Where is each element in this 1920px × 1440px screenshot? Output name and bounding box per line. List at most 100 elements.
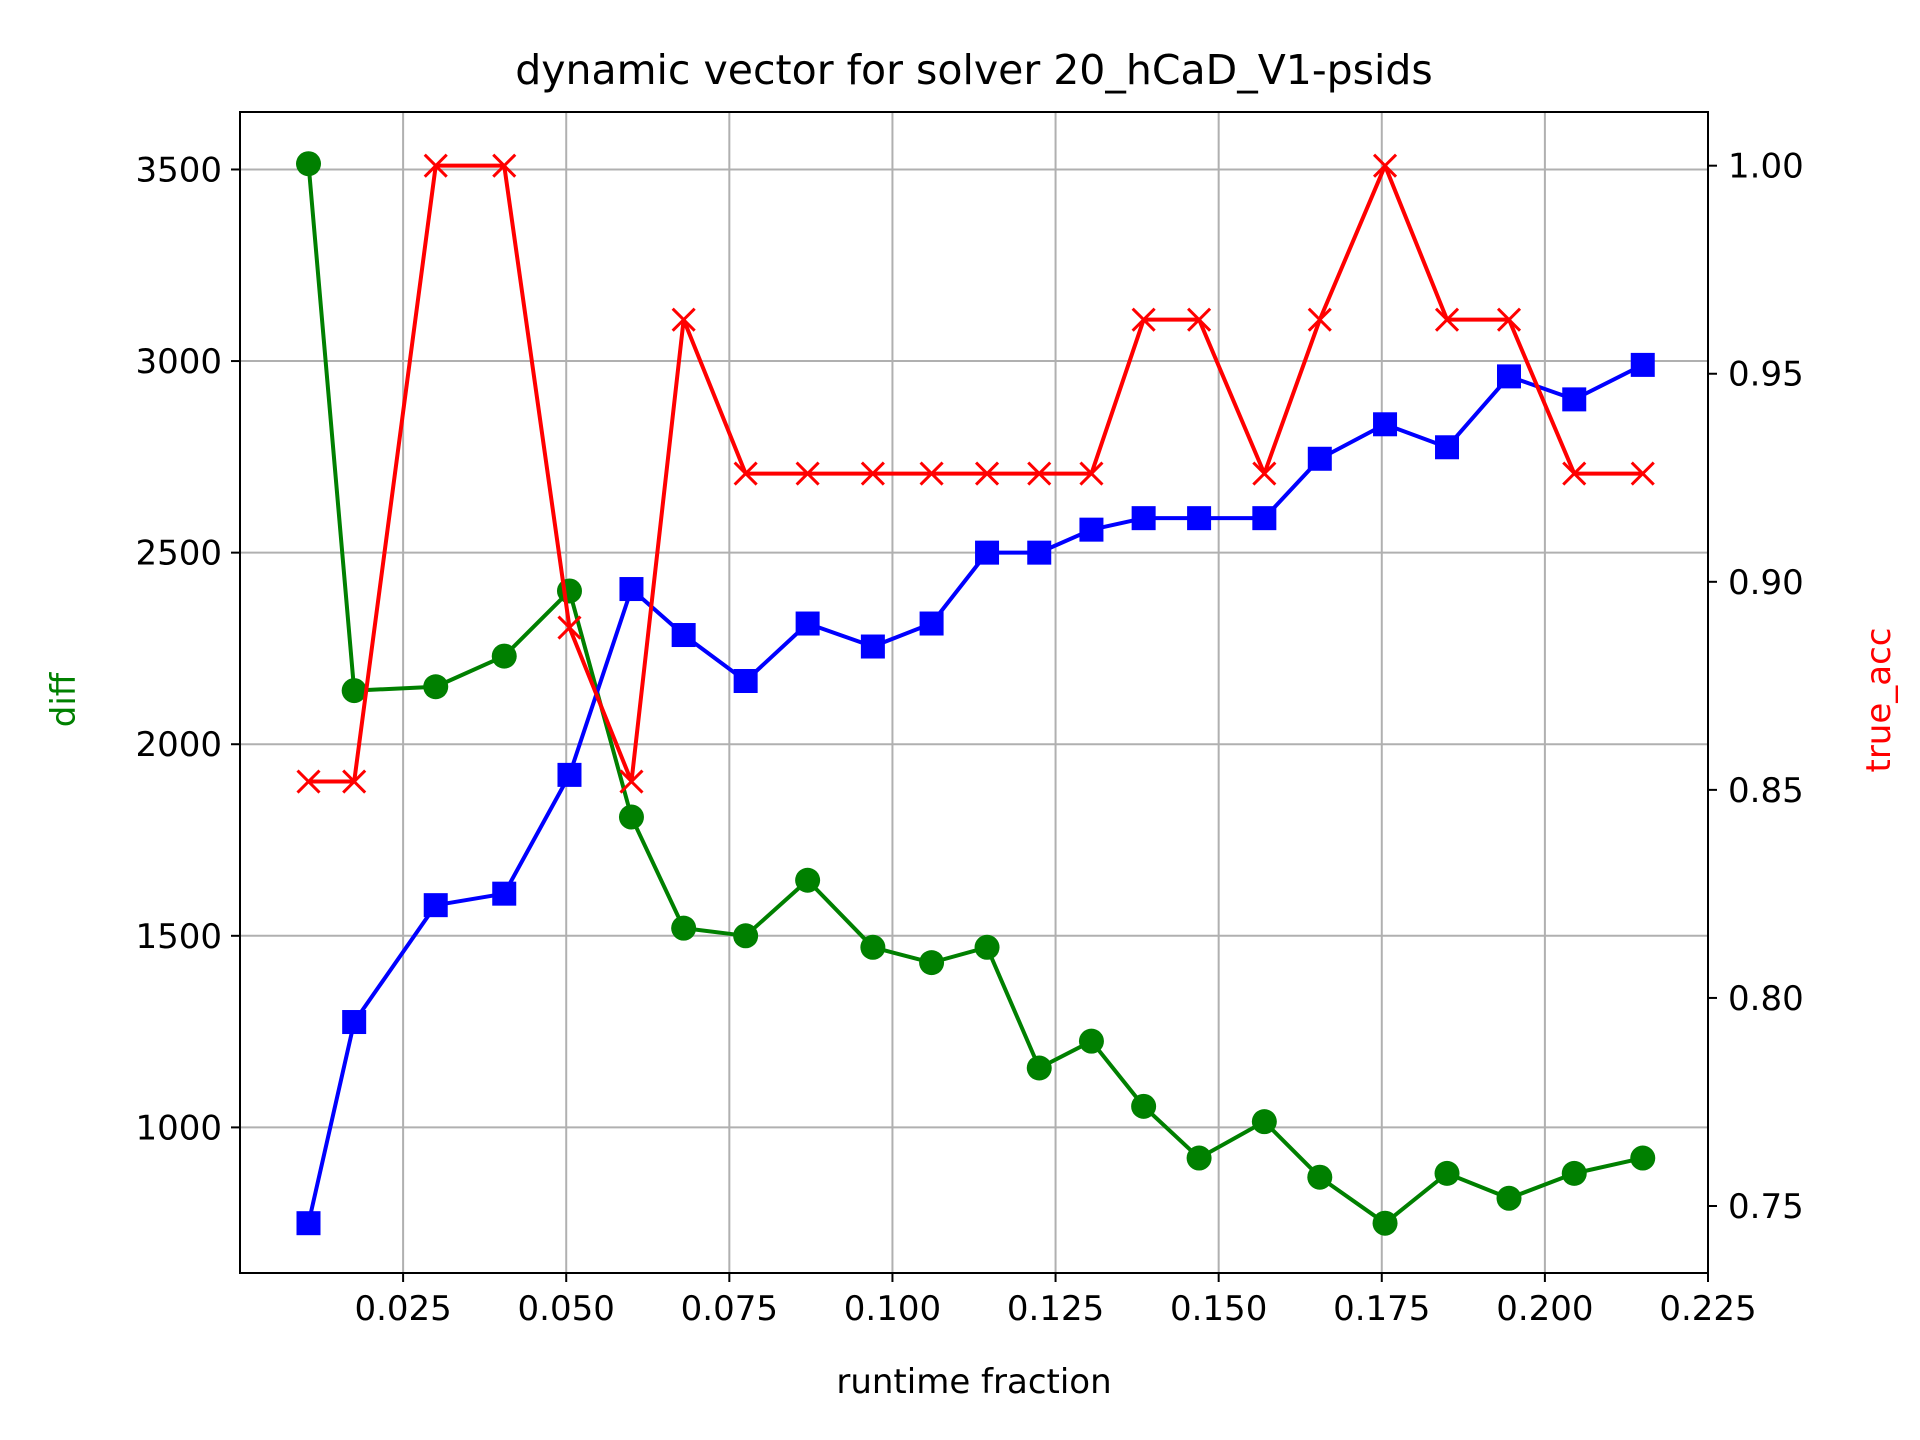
- data-point: [975, 540, 1000, 565]
- x-tick-label: 0.050: [518, 1289, 615, 1329]
- y-left-tick-label: 2500: [135, 534, 222, 574]
- data-point: [296, 1211, 321, 1236]
- data-point: [1079, 461, 1104, 486]
- y-axis-left-title: diff: [44, 671, 84, 727]
- y-axis-right-title: true_acc: [1859, 628, 1899, 773]
- x-tick-label: 0.025: [354, 1289, 451, 1329]
- data-point: [1252, 506, 1277, 531]
- data-point: [795, 867, 821, 893]
- data-point: [423, 674, 449, 700]
- data-point: [1027, 540, 1052, 565]
- data-point: [619, 769, 644, 794]
- data-point: [557, 615, 582, 640]
- x-tick-label: 0.175: [1333, 1289, 1430, 1329]
- data-point: [423, 153, 448, 178]
- data-point: [1496, 307, 1522, 332]
- data-point: [1630, 461, 1655, 486]
- y-left-tick-label: 2000: [135, 725, 222, 765]
- data-point: [342, 769, 367, 794]
- data-point: [671, 623, 696, 648]
- data-point: [1252, 461, 1277, 486]
- data-point: [619, 577, 644, 602]
- data-point: [1187, 506, 1212, 531]
- x-tick-label: 0.200: [1496, 1289, 1593, 1329]
- y-right-tick-label: 0.85: [1728, 771, 1804, 811]
- ticks: 0.025 0.050 0.075 0.100 0.125 0.150 0.175 0.200…: [135, 147, 1803, 1329]
- data-point: [491, 643, 517, 669]
- y-right-tick-label: 0.90: [1728, 563, 1804, 603]
- data-point: [860, 634, 885, 659]
- data-point: [1372, 153, 1398, 178]
- data-point: [296, 151, 322, 177]
- data-point: [974, 934, 1000, 960]
- data-point: [1131, 506, 1156, 531]
- data-point: [860, 461, 885, 486]
- y-left-tick-label: 1000: [135, 1108, 222, 1148]
- data-point: [423, 893, 448, 918]
- data-point: [342, 1010, 367, 1035]
- data-point: [1078, 1028, 1104, 1054]
- data-point: [1027, 461, 1052, 486]
- x-tick-label: 0.075: [681, 1289, 778, 1329]
- x-tick-label: 0.125: [1007, 1289, 1104, 1329]
- x-axis-title: runtime fraction: [836, 1362, 1111, 1402]
- grid: [240, 112, 1709, 1273]
- data-point: [1562, 387, 1587, 412]
- data-point: [795, 461, 820, 486]
- data-point: [1186, 1145, 1212, 1171]
- data-point: [618, 804, 644, 830]
- data-point: [557, 762, 582, 787]
- data-point: [1630, 1145, 1656, 1171]
- x-tick-label: 0.225: [1659, 1289, 1756, 1329]
- data-point: [492, 153, 517, 178]
- y-right-tick-label: 1.00: [1728, 147, 1804, 187]
- data-point: [296, 769, 321, 794]
- data-point: [974, 461, 1000, 486]
- x-tick-label: 0.100: [844, 1289, 941, 1329]
- data-point: [1561, 1160, 1587, 1186]
- data-point: [1496, 1185, 1522, 1211]
- data-point: [1562, 461, 1587, 486]
- data-point: [1630, 352, 1655, 377]
- data-point: [1251, 1109, 1277, 1135]
- data-point: [1307, 307, 1332, 332]
- data-point: [1373, 412, 1398, 437]
- data-point: [919, 950, 945, 976]
- y-right-tick-label: 0.75: [1728, 1187, 1804, 1227]
- data-point: [1131, 307, 1156, 332]
- y-right-tick-label: 0.95: [1728, 355, 1804, 395]
- y-left-tick-label: 1500: [135, 917, 222, 957]
- data-point: [919, 611, 944, 636]
- data-point: [1497, 364, 1522, 389]
- data-point: [1434, 307, 1460, 332]
- data-point: [341, 678, 367, 704]
- series-layer: [296, 151, 1656, 1236]
- data-point: [919, 461, 944, 486]
- data-point: [1079, 517, 1104, 542]
- data-point: [1187, 307, 1212, 332]
- data-point: [1434, 1160, 1460, 1186]
- x-tick-label: 0.150: [1170, 1289, 1267, 1329]
- data-point: [671, 307, 696, 332]
- data-point: [1131, 1093, 1157, 1119]
- data-point: [795, 611, 820, 636]
- y-right-tick-label: 0.80: [1728, 979, 1804, 1019]
- data-point: [1435, 435, 1460, 460]
- y-left-tick-label: 3500: [135, 150, 222, 190]
- data-point: [492, 881, 517, 906]
- chart-title: dynamic vector for solver 20_hCaD_V1-psi…: [515, 46, 1433, 94]
- data-point: [671, 915, 697, 941]
- data-point: [733, 669, 758, 694]
- data-point: [860, 934, 886, 960]
- data-point: [556, 578, 582, 604]
- plot-frame: [239, 111, 1709, 1274]
- data-point: [1307, 446, 1332, 471]
- series-0: [296, 151, 1656, 1236]
- y-left-tick-label: 3000: [135, 342, 222, 382]
- data-point: [1372, 1210, 1398, 1236]
- data-point: [733, 461, 758, 486]
- series-2: [296, 153, 1655, 794]
- data-point: [1307, 1164, 1333, 1190]
